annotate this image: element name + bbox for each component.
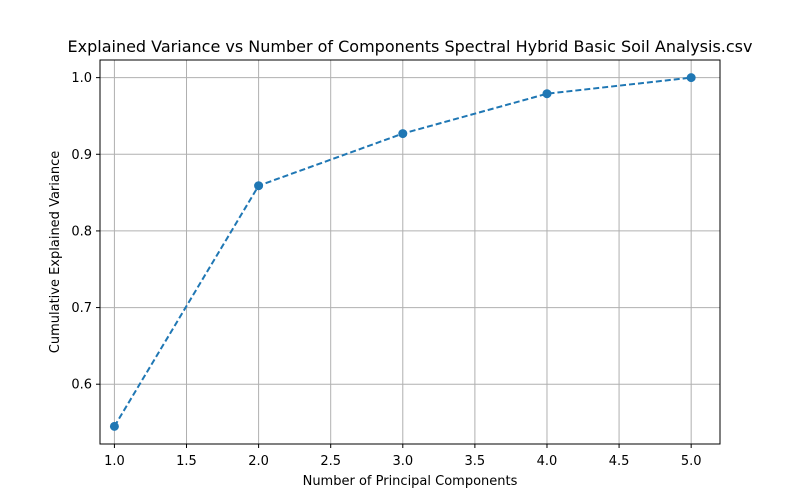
data-point: [398, 129, 408, 139]
data-point: [109, 421, 119, 431]
x-tick-label: 1.5: [176, 454, 197, 469]
x-tick-label: 2.5: [320, 454, 341, 469]
y-tick-label: 0.8: [71, 224, 92, 239]
y-axis: 0.6 0.7 0.8 0.9 1.0: [71, 71, 100, 393]
x-tick-label: 3.0: [392, 454, 413, 469]
x-axis: 1.0 1.5 2.0 2.5 3.0 3.5 4.0 4.5 5.0: [104, 444, 702, 469]
x-tick-label: 1.0: [104, 454, 125, 469]
series: [109, 73, 696, 431]
x-tick-label: 5.0: [681, 454, 702, 469]
chart-title: Explained Variance vs Number of Componen…: [68, 37, 753, 56]
y-axis-label: Cumulative Explained Variance: [48, 151, 63, 353]
x-tick-label: 3.5: [465, 454, 486, 469]
y-tick-label: 1.0: [71, 71, 92, 86]
y-tick-label: 0.9: [71, 148, 92, 163]
grid: [100, 60, 720, 444]
x-axis-label: Number of Principal Components: [303, 474, 518, 489]
data-point: [542, 89, 552, 99]
x-tick-label: 4.5: [609, 454, 630, 469]
x-tick-label: 2.0: [248, 454, 269, 469]
data-point: [686, 73, 696, 83]
x-tick-label: 4.0: [537, 454, 558, 469]
data-point: [254, 181, 264, 191]
y-tick-label: 0.6: [71, 378, 92, 393]
plot-frame: [99, 59, 721, 445]
y-tick-label: 0.7: [71, 301, 92, 316]
